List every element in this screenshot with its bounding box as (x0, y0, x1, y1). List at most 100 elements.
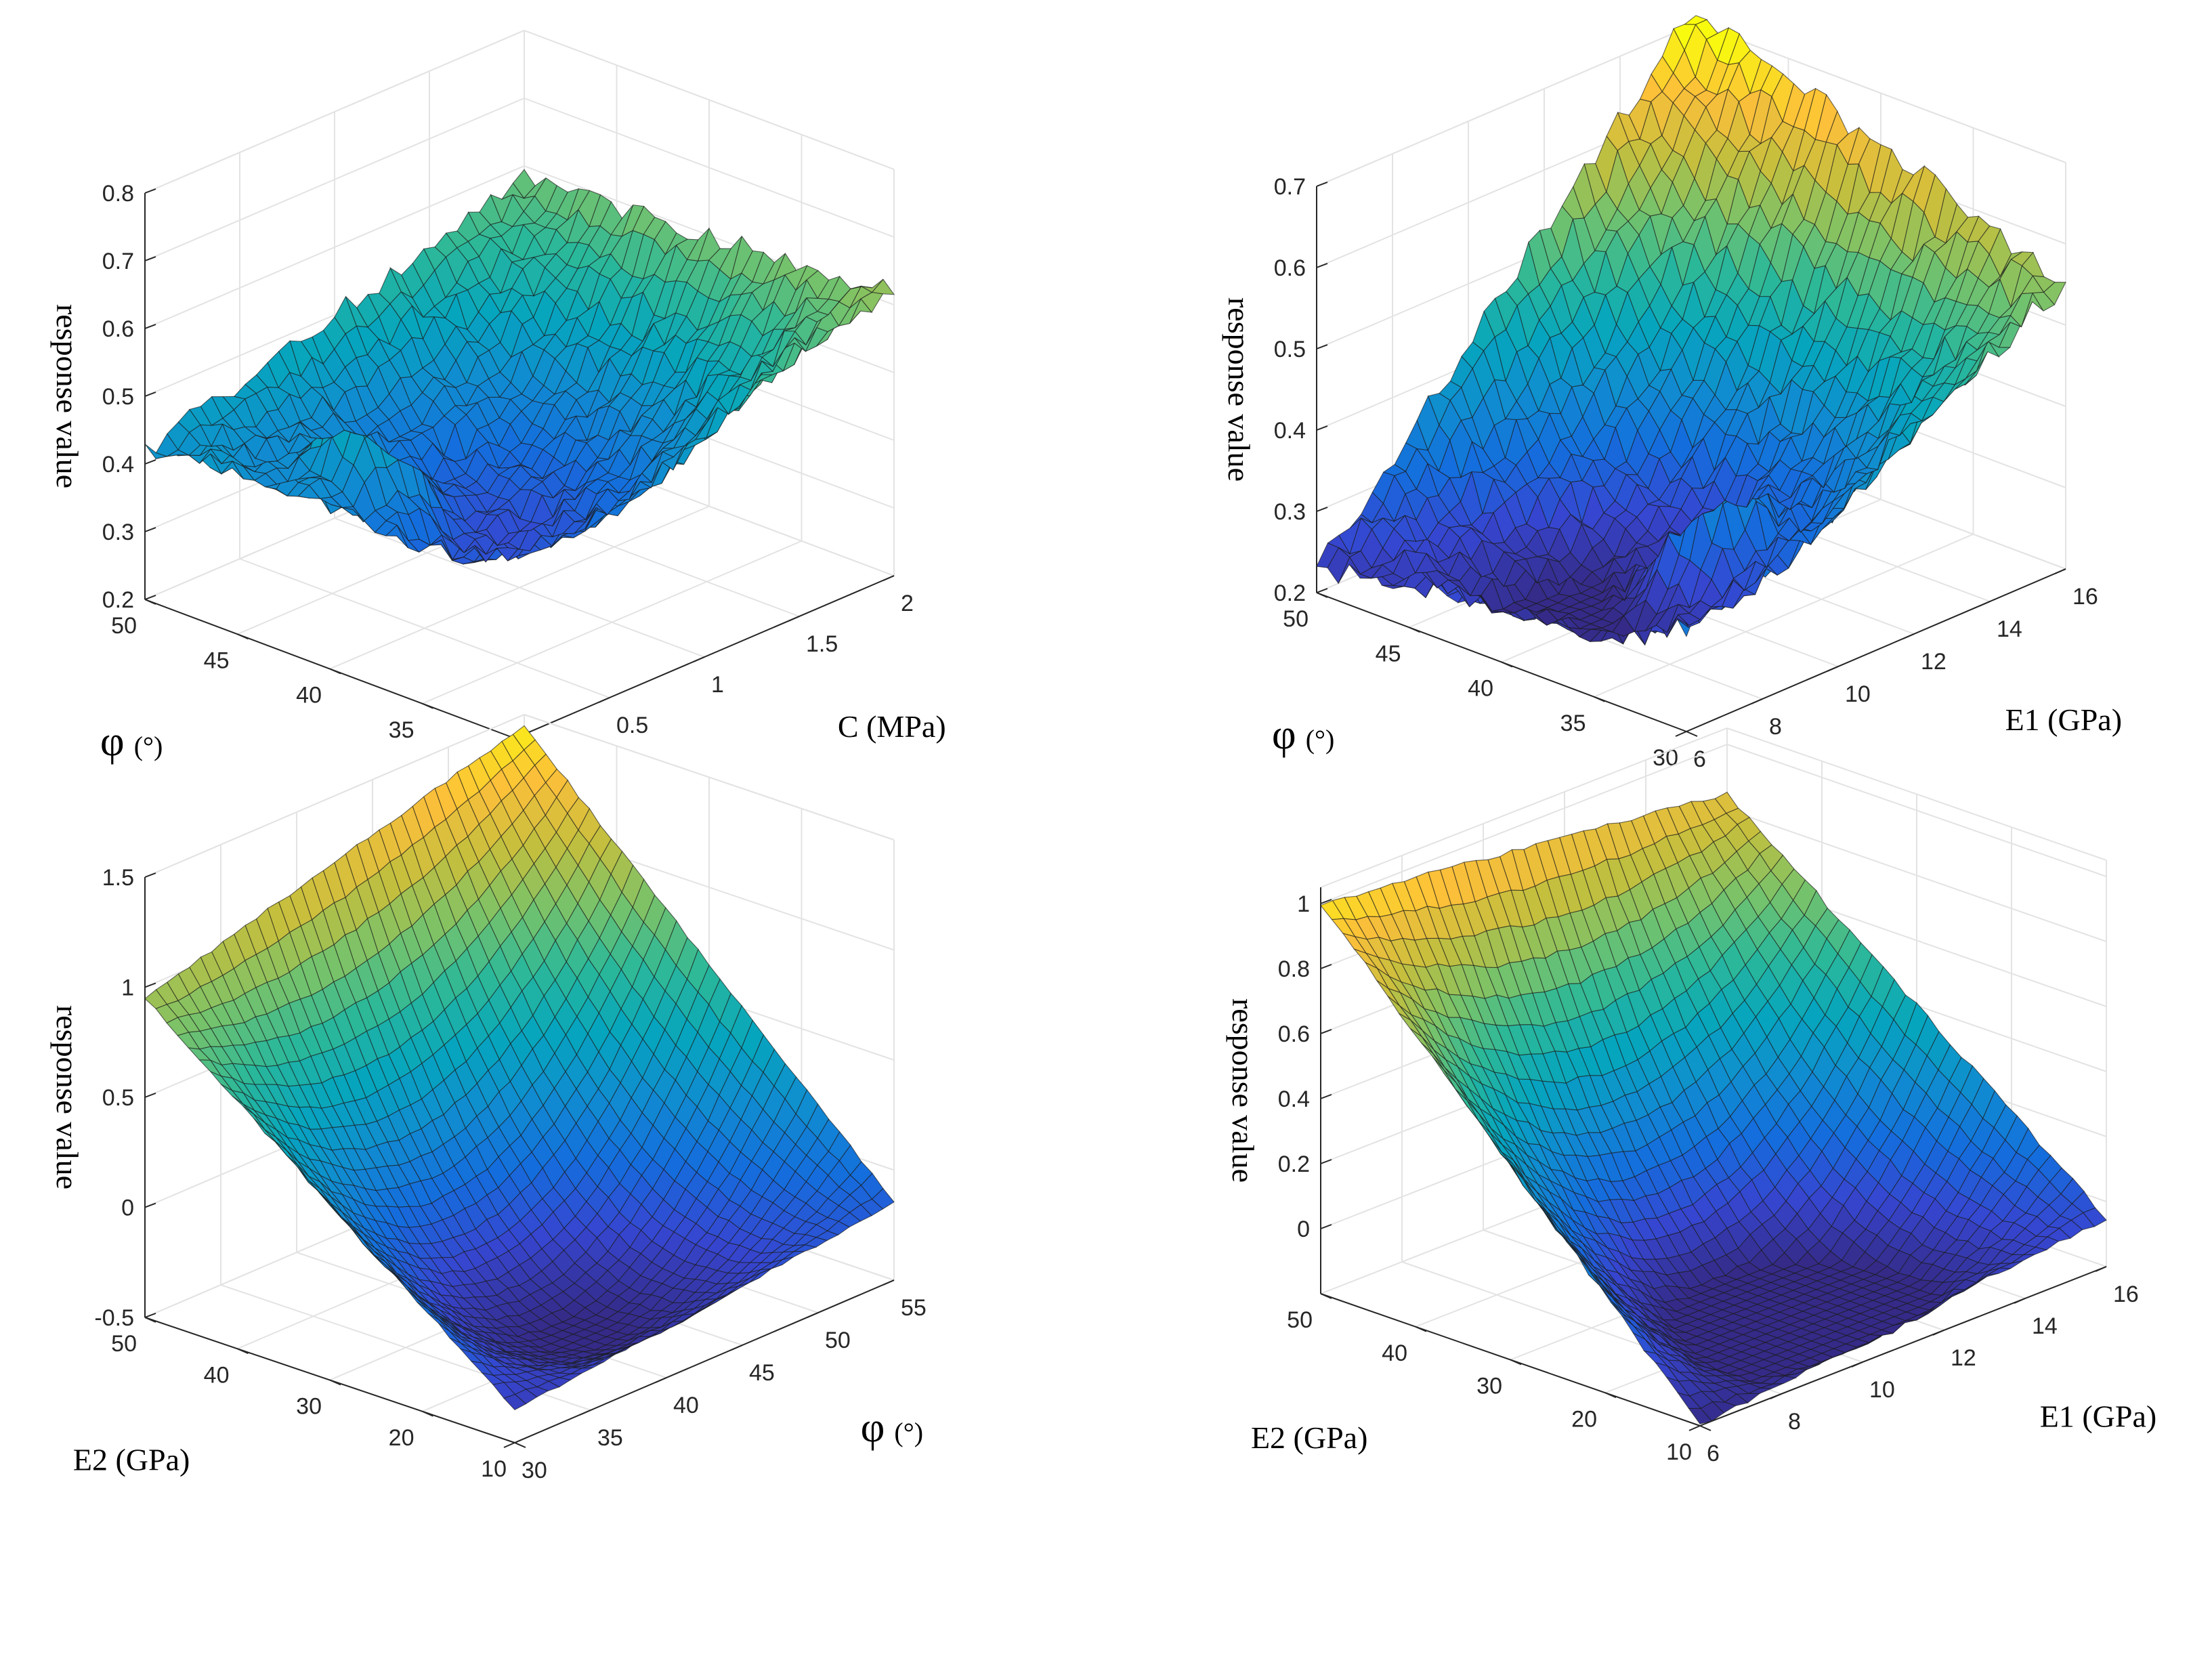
y-tick-mark (788, 616, 800, 622)
box-edge (1320, 727, 1728, 888)
y-tick-mark (693, 656, 705, 662)
y-tick-label: 30 (522, 1458, 547, 1483)
y-tick-label: 12 (1951, 1345, 1976, 1371)
x-tick-mark (1320, 1293, 1332, 1299)
y-tick-mark (1688, 1425, 1701, 1431)
z-axis-label: response value (1226, 998, 1260, 1183)
x-tick-label: 50 (111, 613, 137, 639)
x-tick-label: 20 (1571, 1406, 1597, 1432)
y-tick-label: 14 (1997, 616, 2022, 642)
y-tick-mark (807, 1312, 819, 1318)
z-tick-label: 0.5 (1274, 337, 1306, 362)
z-tick-label: 0.6 (1274, 255, 1306, 281)
y-tick-mark (1675, 731, 1687, 737)
box-edge (1726, 727, 2107, 861)
y-tick-label: 8 (1788, 1409, 1801, 1435)
x-tick-mark (144, 599, 156, 605)
z-tick-mark (1320, 899, 1332, 904)
y-axis-label: E1 (GPa) (2040, 1399, 2156, 1434)
y-tick-mark (882, 575, 895, 581)
z-tick-label: 0.5 (102, 384, 134, 410)
y-tick-label: 8 (1769, 714, 1782, 740)
z-tick-label: 0 (1297, 1216, 1310, 1242)
x-tick-mark (1409, 627, 1420, 633)
z-axis-label: response value (50, 1005, 85, 1189)
z-tick-mark (144, 459, 156, 465)
z-tick-label: 0.2 (1274, 580, 1306, 606)
z-tick-mark (144, 1313, 156, 1318)
y-axis-label: C (MPa) (838, 709, 946, 744)
surface-patch (1714, 791, 1739, 814)
z-tick-label: 0.6 (1278, 1021, 1310, 1047)
y-tick-label: 2 (901, 591, 914, 616)
x-tick-mark (422, 702, 433, 709)
x-axis-label: E2 (GPa) (73, 1443, 190, 1477)
grid-line (1594, 533, 1974, 698)
y-tick-label: 0.5 (616, 713, 648, 738)
z-tick-label: 0.7 (102, 249, 134, 274)
y-tick-label: 6 (1693, 746, 1706, 772)
y-tick-mark (1770, 1393, 1782, 1399)
z-tick-mark (1316, 507, 1328, 512)
y-axis-line (514, 1279, 895, 1443)
y-tick-mark (1978, 601, 1991, 607)
z-tick-mark (1320, 1094, 1332, 1099)
z-tick-label: 0.8 (102, 181, 134, 207)
z-tick-mark (144, 256, 156, 261)
box-edge (144, 30, 525, 194)
y-tick-label: 16 (2113, 1282, 2139, 1307)
degree-unit: (°) (894, 1417, 923, 1447)
y-tick-mark (731, 1344, 743, 1351)
grid-line (1320, 744, 1728, 904)
surface-patch (1683, 15, 1708, 25)
x-tick-mark (1594, 696, 1605, 702)
x-tick-label: 10 (481, 1456, 507, 1482)
x-tick-label: 45 (1376, 641, 1401, 666)
surface-mesh (144, 725, 895, 1411)
y-tick-mark (882, 1279, 895, 1286)
y-tick-label: 55 (901, 1295, 927, 1321)
y-tick-mark (1827, 666, 1839, 672)
x-tick-mark (237, 1348, 249, 1355)
surface-mesh (1320, 791, 2107, 1424)
y-tick-mark (655, 1377, 667, 1383)
y-axis-label: E1 (GPa) (2005, 702, 2122, 737)
x-axis-label: φ (°) (100, 719, 163, 765)
surface-patch (512, 169, 536, 199)
x-tick-mark (1510, 1359, 1522, 1365)
y-tick-label: 50 (825, 1328, 851, 1353)
x-tick-label: 40 (296, 683, 322, 708)
box-edge (524, 714, 895, 841)
surface-patch (512, 725, 536, 750)
z-tick-label: 0.3 (102, 520, 134, 545)
y-tick-label: 10 (1869, 1377, 1895, 1403)
z-tick-mark (144, 872, 156, 878)
surface-mesh (144, 169, 895, 565)
x-tick-mark (1604, 1392, 1617, 1399)
z-tick-mark (1320, 964, 1332, 969)
y-tick-label: 1 (711, 672, 724, 698)
phi-symbol: φ (1272, 712, 1296, 758)
phi-symbol: φ (861, 1405, 885, 1451)
y-axis-line (1699, 1266, 2107, 1426)
x-tick-label: 35 (389, 717, 414, 743)
z-tick-mark (1320, 1159, 1332, 1164)
z-tick-mark (1320, 1224, 1332, 1229)
x-tick-mark (237, 633, 249, 640)
degree-unit: (°) (134, 731, 163, 761)
y-tick-mark (503, 1442, 515, 1448)
y-tick-label: 45 (749, 1360, 775, 1386)
z-axis-label: response value (1222, 297, 1256, 482)
y-tick-mark (1932, 1330, 1944, 1336)
z-tick-label: 1 (121, 975, 134, 1001)
grid-line (1726, 809, 2107, 942)
x-axis-label: φ (°) (1272, 712, 1334, 758)
surface-mesh (1316, 15, 2066, 646)
box-edge (1695, 23, 2066, 163)
x-tick-mark (1699, 1425, 1711, 1431)
z-tick-label: 0 (121, 1195, 134, 1221)
x-tick-label: 35 (1560, 711, 1586, 736)
box-edge (144, 714, 525, 878)
z-axis-label: response value (50, 304, 85, 488)
